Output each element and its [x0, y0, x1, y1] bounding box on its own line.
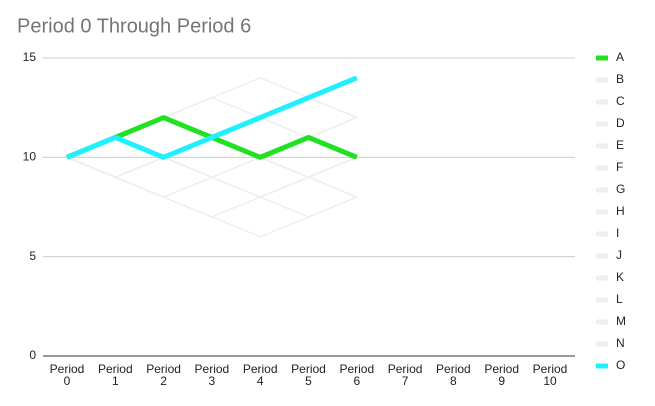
legend-label: F — [616, 160, 623, 174]
x-tick-label: Period 5 — [291, 362, 326, 388]
legend-label: J — [616, 248, 622, 262]
legend-label: M — [616, 314, 626, 328]
chart-title: Period 0 Through Period 6 — [17, 15, 251, 37]
series-line — [66, 116, 358, 178]
x-tick-label: Period 6 — [339, 362, 375, 388]
legend-label: G — [616, 182, 625, 196]
legend-label: N — [616, 336, 625, 350]
x-tick-label: Period 10 — [532, 362, 568, 388]
y-tick-label: 15 — [23, 50, 37, 64]
legend-label: A — [616, 50, 624, 64]
x-tick-label: Period 9 — [484, 362, 520, 388]
y-tick-label: 0 — [29, 348, 36, 362]
legend-label: H — [616, 204, 625, 218]
legend-label: O — [616, 358, 625, 372]
x-tick-label: Period 7 — [387, 362, 423, 388]
x-tick-label: Period 0 — [49, 362, 85, 388]
series-line — [66, 116, 358, 178]
x-tick-label: Period 8 — [436, 362, 471, 388]
legend-label: E — [616, 138, 624, 152]
series-line — [66, 156, 358, 238]
series-line — [66, 96, 358, 159]
series-line — [66, 75, 358, 160]
legend-label: D — [616, 116, 625, 130]
legend-label: L — [616, 292, 623, 306]
x-tick-label: Period 4 — [242, 362, 278, 388]
legend-label: C — [616, 94, 625, 108]
legend-label: I — [616, 226, 619, 240]
legend-label: K — [616, 270, 624, 284]
y-tick-label: 10 — [23, 150, 37, 164]
y-tick-label: 5 — [29, 249, 36, 263]
series-line — [66, 136, 358, 198]
x-tick-label: Period 2 — [146, 362, 181, 388]
series-line — [66, 156, 358, 218]
series-line — [66, 77, 358, 159]
x-tick-label: Period 3 — [194, 362, 230, 388]
x-tick-label: Period 1 — [97, 362, 133, 388]
legend-label: B — [616, 72, 624, 86]
